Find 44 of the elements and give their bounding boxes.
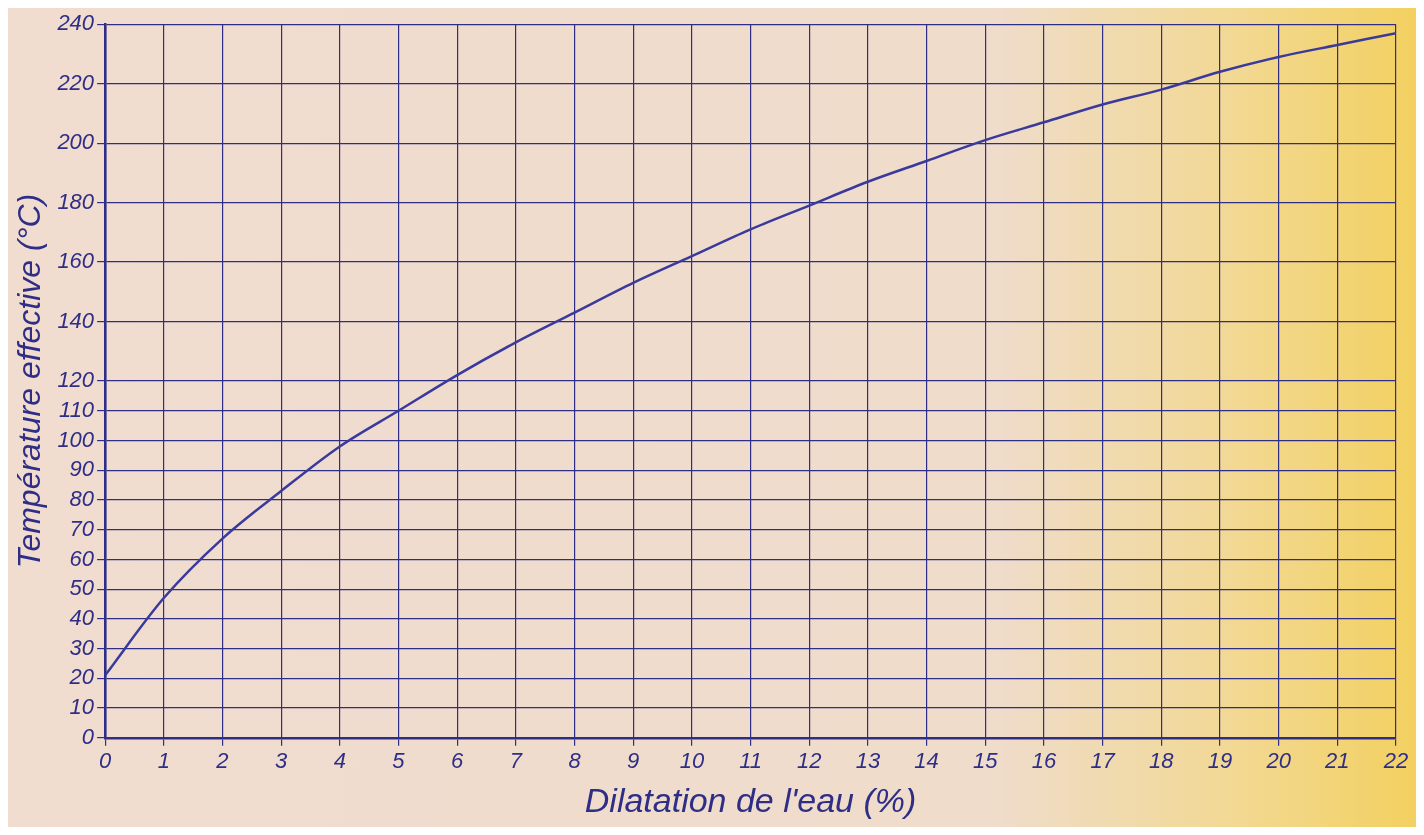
y-tick-label: 200 xyxy=(56,129,95,155)
x-tick-label: 4 xyxy=(333,748,346,774)
y-tick-label: 60 xyxy=(69,545,95,571)
x-tick-label: 6 xyxy=(451,748,465,774)
x-tick-label: 18 xyxy=(1149,748,1175,774)
x-tick-label: 15 xyxy=(973,748,999,774)
y-axis-title: Température effective (°C) xyxy=(11,193,48,569)
x-tick-label: 10 xyxy=(679,748,705,774)
y-tick-label: 30 xyxy=(69,634,95,660)
x-tick-label: 1 xyxy=(157,748,170,774)
y-tick-label: 10 xyxy=(69,694,95,720)
x-tick-label: 3 xyxy=(275,748,289,774)
x-tick-label: 13 xyxy=(855,748,881,774)
x-tick-label: 20 xyxy=(1265,748,1292,774)
y-tick-label: 160 xyxy=(57,248,95,274)
y-tick-label: 0 xyxy=(81,723,95,749)
x-tick-label: 16 xyxy=(1031,748,1057,774)
y-tick-label: 80 xyxy=(69,486,95,512)
x-tick-label: 7 xyxy=(509,748,523,774)
x-tick-label: 22 xyxy=(1382,748,1409,774)
x-tick-label: 5 xyxy=(392,748,406,774)
y-tick-label: 120 xyxy=(57,367,95,393)
x-tick-label: 14 xyxy=(914,748,939,774)
y-tick-label: 50 xyxy=(69,575,95,601)
y-tick-label: 70 xyxy=(69,515,95,541)
y-tick-label: 240 xyxy=(56,10,95,36)
x-tick-label: 21 xyxy=(1324,748,1350,774)
y-tick-label: 100 xyxy=(57,426,95,452)
x-tick-label: 11 xyxy=(739,748,762,774)
x-tick-label: 12 xyxy=(796,748,822,774)
y-tick-label: 20 xyxy=(68,664,95,690)
y-tick-label: 90 xyxy=(69,456,95,482)
y-tick-label: 110 xyxy=(59,396,95,422)
x-axis-title: Dilatation de l'eau (%) xyxy=(584,781,917,820)
x-tick-label: 9 xyxy=(627,748,640,774)
y-tick-label: 220 xyxy=(56,69,95,95)
y-tick-label: 140 xyxy=(57,307,95,333)
x-tick-label: 0 xyxy=(98,748,112,774)
x-tick-label: 8 xyxy=(568,748,582,774)
x-tick-label: 19 xyxy=(1207,748,1233,774)
y-tick-label: 40 xyxy=(69,604,95,630)
x-tick-label: 17 xyxy=(1090,748,1116,774)
y-tick-label: 180 xyxy=(57,188,95,214)
x-tick-label: 2 xyxy=(215,748,229,774)
